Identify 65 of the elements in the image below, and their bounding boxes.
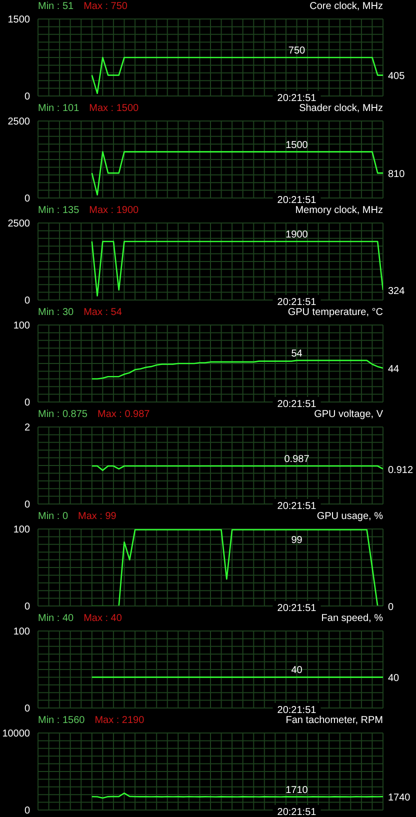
y-tick-label: 2500 [8,116,30,128]
y-tick-label: 0 [24,296,30,307]
y-tick-label: 0 [24,194,30,205]
text: Min : 40 [38,613,74,624]
chart-title: GPU temperature, °C [288,306,383,320]
chart-title: GPU usage, % [316,510,383,524]
y-tick-label: 100 [13,320,30,332]
data-label: 0.912 [388,464,414,476]
text: Max : 1900 [89,205,139,216]
data-label: 40 [291,665,303,676]
annotation: 20:21:51 [277,93,317,104]
chart-title: Core clock, MHz [310,0,383,14]
data-label: 1500 [286,140,308,151]
text: Min : 0 [38,511,68,522]
chart-title: Memory clock, MHz [295,204,383,218]
y-tick-label: 1500 [8,14,30,26]
y-tick-label: 2500 [8,218,30,230]
data-label: 0 [388,602,394,613]
data-label: 99 [291,534,303,546]
text: Max : 1500 [89,103,139,114]
data-label: 44 [388,364,400,376]
data-label: 324 [388,286,406,298]
text: Min : 135 [38,205,80,216]
annotation: 20:21:51 [277,603,317,614]
text: Max : 2190 [94,715,144,726]
data-label: 1900 [286,229,308,240]
y-tick-label: 0 [24,806,30,817]
y-tick-label: 0 [24,92,30,103]
text: Min : 1560 [38,715,85,726]
text: Max : 40 [84,613,122,624]
y-tick-label: 0 [24,704,30,715]
annotation: 20:21:51 [277,807,317,817]
y-tick-label: 0 [24,398,30,409]
text: Min : 51 [38,1,74,12]
text: Max : 54 [84,307,122,318]
data-label: 1710 [286,784,308,796]
chart-title: Fan tachometer, RPM [286,714,383,728]
y-tick-label: 0 [24,602,30,613]
annotation: 20:21:51 [277,195,317,206]
data-label: 750 [288,46,306,56]
annotation: 20:21:51 [277,297,317,308]
y-tick-label: 10000 [2,728,30,740]
annotation: 20:21:51 [277,399,317,410]
data-label: 54 [291,348,303,360]
chart-title: Fan speed, % [321,612,383,626]
y-tick-label: 2 [24,422,30,434]
annotation: 20:21:51 [277,705,317,716]
text: Max : 750 [84,1,128,12]
text: Min : 101 [38,103,80,114]
line-series [91,360,383,380]
chart-title: Shader clock, MHz [299,102,383,116]
data-label: 0.987 [284,454,310,465]
text: Min : 0.875 [38,409,88,420]
y-tick-label: 0 [24,500,30,511]
text: Max : 0.987 [97,409,150,420]
data-label: 405 [388,71,406,82]
y-tick-label: 100 [13,626,30,638]
text: Max : 99 [78,511,116,522]
annotation: 20:21:51 [277,501,317,512]
data-label: 1740 [388,792,411,804]
text: Min : 30 [38,307,74,318]
data-label: 810 [388,169,406,180]
chart-title: GPU voltage, V [314,408,383,422]
data-label: 40 [388,673,400,684]
y-tick-label: 100 [13,524,30,536]
